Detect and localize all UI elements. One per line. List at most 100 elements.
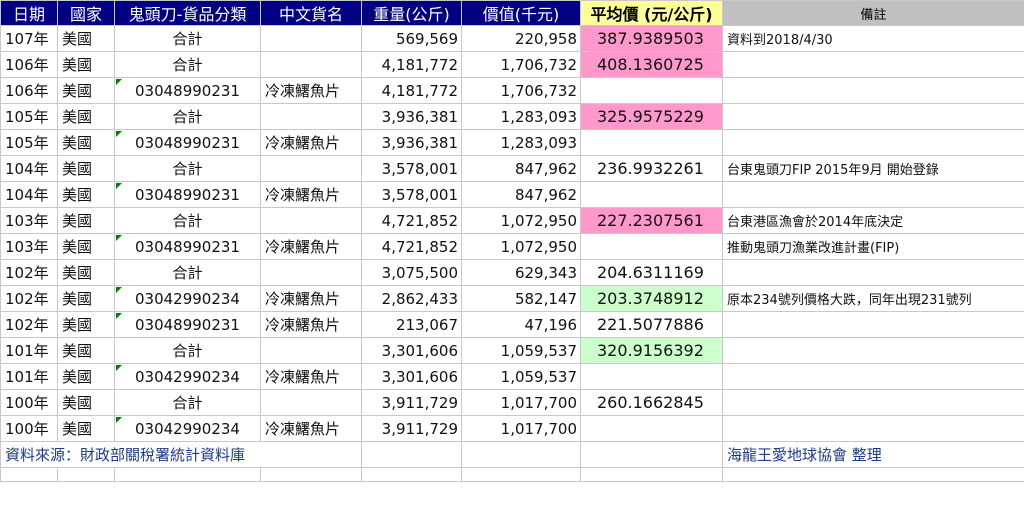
code-cell[interactable]: 合計	[114, 207, 261, 234]
date-cell[interactable]: 102年	[0, 311, 58, 338]
weight-cell[interactable]: 569,569	[361, 25, 462, 52]
country-cell[interactable]: 美國	[57, 181, 115, 208]
weight-cell[interactable]: 3,936,381	[361, 129, 462, 156]
date-cell[interactable]: 106年	[0, 51, 58, 78]
name-cell[interactable]	[260, 389, 362, 416]
note-cell[interactable]	[722, 337, 1024, 364]
date-cell[interactable]: 103年	[0, 207, 58, 234]
date-cell[interactable]: 104年	[0, 181, 58, 208]
country-cell[interactable]: 美國	[57, 25, 115, 52]
country-cell[interactable]: 美國	[57, 363, 115, 390]
code-cell[interactable]: 03048990231	[114, 181, 261, 208]
empty-cell[interactable]	[580, 441, 723, 468]
code-cell[interactable]: 合計	[114, 155, 261, 182]
value-cell[interactable]: 1,059,537	[461, 337, 581, 364]
weight-cell[interactable]: 3,301,606	[361, 337, 462, 364]
empty-cell[interactable]	[722, 467, 1024, 482]
country-cell[interactable]: 美國	[57, 155, 115, 182]
code-cell[interactable]: 合計	[114, 259, 261, 286]
code-cell[interactable]: 03048990231	[114, 311, 261, 338]
code-cell[interactable]: 合計	[114, 337, 261, 364]
country-cell[interactable]: 美國	[57, 129, 115, 156]
date-cell[interactable]: 101年	[0, 337, 58, 364]
value-cell[interactable]: 1,283,093	[461, 103, 581, 130]
value-cell[interactable]: 847,962	[461, 155, 581, 182]
value-cell[interactable]: 629,343	[461, 259, 581, 286]
weight-cell[interactable]: 4,181,772	[361, 77, 462, 104]
name-cell[interactable]: 冷凍鱰魚片	[260, 311, 362, 338]
empty-cell[interactable]	[260, 467, 362, 482]
avg-price-cell[interactable]	[580, 415, 723, 442]
note-cell[interactable]	[722, 259, 1024, 286]
code-cell[interactable]: 03042990234	[114, 415, 261, 442]
organizer-note[interactable]: 海龍王愛地球協會 整理	[722, 441, 1024, 468]
country-cell[interactable]: 美國	[57, 285, 115, 312]
code-cell[interactable]: 03048990231	[114, 129, 261, 156]
avg-price-cell[interactable]: 325.9575229	[580, 103, 723, 130]
date-cell[interactable]: 105年	[0, 129, 58, 156]
note-cell[interactable]	[722, 415, 1024, 442]
weight-cell[interactable]: 4,721,852	[361, 207, 462, 234]
avg-price-cell[interactable]: 320.9156392	[580, 337, 723, 364]
date-cell[interactable]: 106年	[0, 77, 58, 104]
value-cell[interactable]: 1,072,950	[461, 207, 581, 234]
avg-price-cell[interactable]	[580, 363, 723, 390]
country-cell[interactable]: 美國	[57, 259, 115, 286]
value-cell[interactable]: 1,017,700	[461, 415, 581, 442]
date-cell[interactable]: 107年	[0, 25, 58, 52]
country-cell[interactable]: 美國	[57, 233, 115, 260]
weight-cell[interactable]: 213,067	[361, 311, 462, 338]
value-cell[interactable]: 1,283,093	[461, 129, 581, 156]
country-cell[interactable]: 美國	[57, 415, 115, 442]
weight-cell[interactable]: 4,181,772	[361, 51, 462, 78]
empty-cell[interactable]	[0, 467, 58, 482]
value-cell[interactable]: 47,196	[461, 311, 581, 338]
name-cell[interactable]	[260, 51, 362, 78]
country-cell[interactable]: 美國	[57, 207, 115, 234]
empty-cell[interactable]	[361, 441, 462, 468]
avg-price-cell[interactable]	[580, 77, 723, 104]
note-cell[interactable]	[722, 311, 1024, 338]
name-cell[interactable]	[260, 337, 362, 364]
weight-cell[interactable]: 3,301,606	[361, 363, 462, 390]
value-cell[interactable]: 220,958	[461, 25, 581, 52]
country-cell[interactable]: 美國	[57, 311, 115, 338]
country-cell[interactable]: 美國	[57, 51, 115, 78]
weight-cell[interactable]: 2,862,433	[361, 285, 462, 312]
avg-price-cell[interactable]: 260.1662845	[580, 389, 723, 416]
note-cell[interactable]: 台東港區漁會於2014年底決定	[722, 207, 1024, 234]
code-cell[interactable]: 合計	[114, 25, 261, 52]
weight-cell[interactable]: 3,578,001	[361, 181, 462, 208]
value-cell[interactable]: 1,059,537	[461, 363, 581, 390]
note-cell[interactable]: 台東鬼頭刀FIP 2015年9月 開始登錄	[722, 155, 1024, 182]
name-cell[interactable]: 冷凍鱰魚片	[260, 77, 362, 104]
name-cell[interactable]: 冷凍鱰魚片	[260, 233, 362, 260]
name-cell[interactable]: 冷凍鱰魚片	[260, 129, 362, 156]
note-cell[interactable]	[722, 129, 1024, 156]
weight-cell[interactable]: 3,911,729	[361, 415, 462, 442]
avg-price-cell[interactable]: 227.2307561	[580, 207, 723, 234]
weight-cell[interactable]: 4,721,852	[361, 233, 462, 260]
country-cell[interactable]: 美國	[57, 77, 115, 104]
empty-cell[interactable]	[114, 467, 261, 482]
avg-price-cell[interactable]: 203.3748912	[580, 285, 723, 312]
weight-cell[interactable]: 3,911,729	[361, 389, 462, 416]
avg-price-cell[interactable]: 236.9932261	[580, 155, 723, 182]
name-cell[interactable]	[260, 207, 362, 234]
note-cell[interactable]	[722, 363, 1024, 390]
code-cell[interactable]: 合計	[114, 51, 261, 78]
code-cell[interactable]: 03048990231	[114, 233, 261, 260]
avg-price-cell[interactable]: 204.6311169	[580, 259, 723, 286]
note-cell[interactable]	[722, 103, 1024, 130]
note-cell[interactable]: 原本234號列價格大跌，同年出現231號列	[722, 285, 1024, 312]
note-cell[interactable]: 資料到2018/4/30	[722, 25, 1024, 52]
empty-cell[interactable]	[361, 467, 462, 482]
value-cell[interactable]: 1,706,732	[461, 77, 581, 104]
date-cell[interactable]: 103年	[0, 233, 58, 260]
value-cell[interactable]: 847,962	[461, 181, 581, 208]
note-cell[interactable]	[722, 181, 1024, 208]
name-cell[interactable]	[260, 259, 362, 286]
name-cell[interactable]	[260, 103, 362, 130]
name-cell[interactable]: 冷凍鱰魚片	[260, 415, 362, 442]
avg-price-cell[interactable]	[580, 129, 723, 156]
